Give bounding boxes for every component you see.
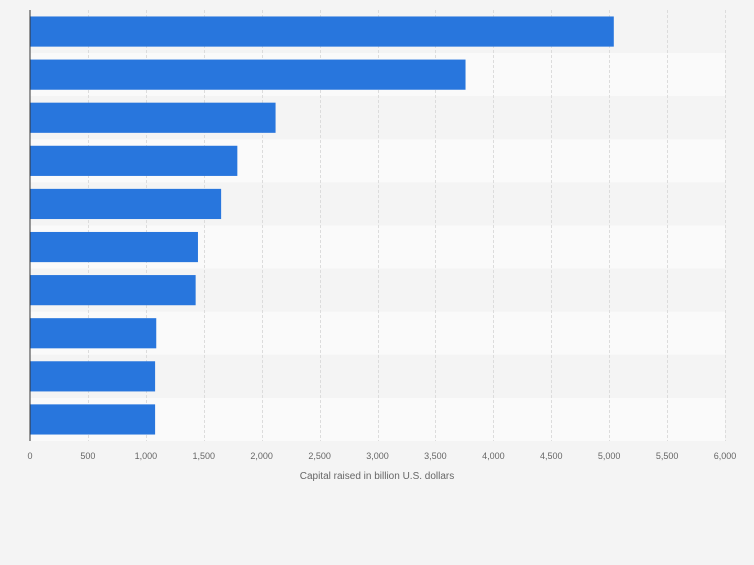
- bar[interactable]: [30, 59, 466, 90]
- bar[interactable]: [30, 231, 198, 263]
- bar[interactable]: [30, 102, 276, 133]
- bar[interactable]: [30, 318, 157, 349]
- x-tick-label: 4,000: [482, 451, 505, 461]
- x-tick-label: 3,500: [424, 451, 447, 461]
- bar[interactable]: [30, 145, 238, 176]
- bar[interactable]: [30, 361, 156, 392]
- x-tick-label: 5,500: [656, 451, 679, 461]
- x-tick-label: 0: [27, 451, 32, 461]
- bar[interactable]: [30, 404, 156, 435]
- x-tick-labels: 0 500 1,000 1,500 2,000 2,500 3,000 3,500 4,000 4…: [27, 451, 736, 461]
- x-tick-label: 3,000: [366, 451, 389, 461]
- bar[interactable]: [30, 188, 222, 220]
- x-tick-label: 2,000: [250, 451, 273, 461]
- x-axis-label: Capital raised in billion U.S. dollars: [300, 471, 455, 482]
- bar[interactable]: [30, 16, 614, 47]
- bar[interactable]: [30, 275, 196, 306]
- x-tick-label: 2,500: [308, 451, 331, 461]
- x-tick-label: 4,500: [540, 451, 563, 461]
- x-tick-label: 500: [80, 451, 95, 461]
- x-tick-label: 5,000: [598, 451, 621, 461]
- x-tick-label: 1,000: [135, 451, 158, 461]
- x-tick-label: 1,500: [192, 451, 215, 461]
- x-tick-label: 6,000: [714, 451, 737, 461]
- bars: [30, 16, 614, 435]
